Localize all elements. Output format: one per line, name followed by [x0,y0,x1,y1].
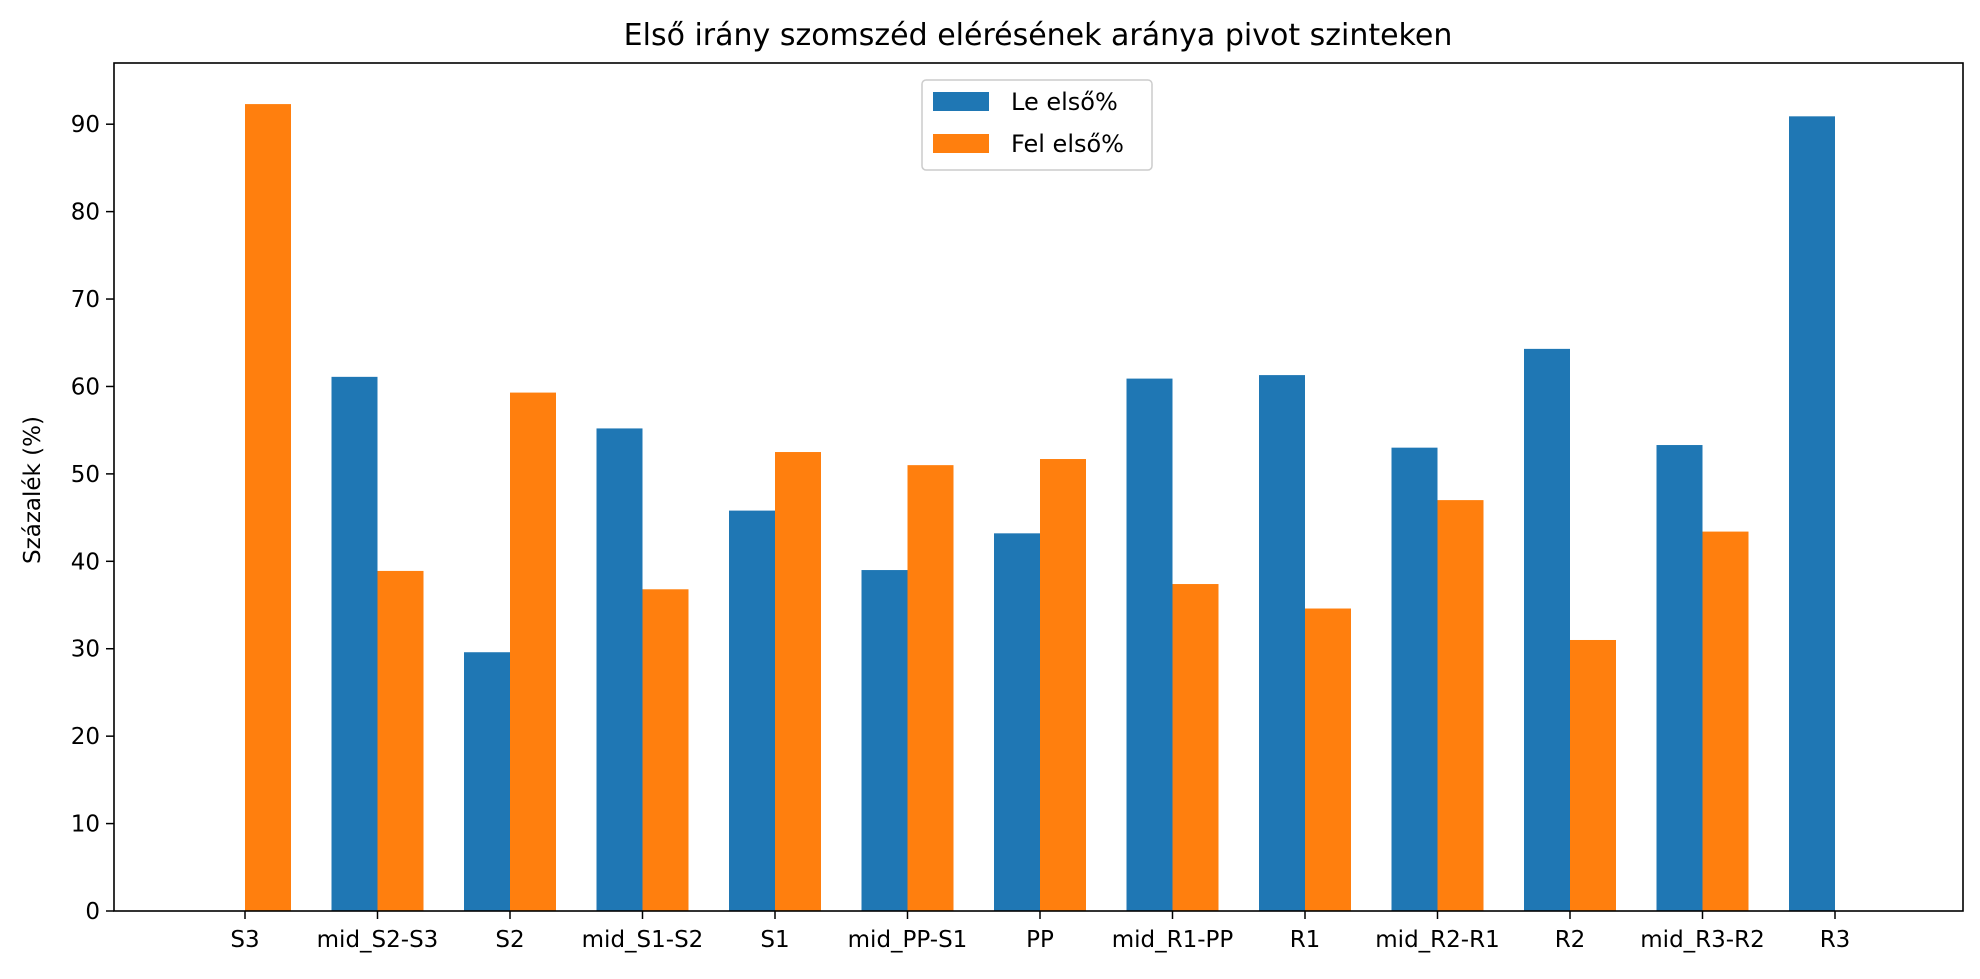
bar-fel-PP [1040,459,1086,911]
bar-fel-S1 [775,452,821,911]
y-tick-label: 80 [71,200,100,226]
bar-fel-mid_S2-S3 [377,570,424,911]
bar-le-PP [994,533,1040,911]
y-tick-label: 50 [71,462,100,488]
bar-le-mid_S2-S3 [331,376,378,911]
bar-fel-mid_PP-S1 [907,465,954,911]
bar-fel-mid_R2-R1 [1437,500,1484,911]
bar-fel-R1 [1305,608,1351,911]
bar-le-R3 [1789,116,1835,912]
x-tick-label: mid_S1-S2 [582,927,704,953]
bar-le-mid_R3-R2 [1656,445,1703,911]
x-tick-label: R1 [1290,927,1321,953]
legend-swatch-fel [933,134,989,153]
x-tick-label: mid_R3-R2 [1640,927,1764,953]
bar-le-S2 [464,652,510,911]
y-axis-label-group: Százalék (%) [20,416,46,564]
bar-fel-R2 [1570,639,1616,911]
legend-label-fel: Fel első% [1011,130,1124,158]
x-tick-label: mid_R1-PP [1112,927,1234,953]
y-ticks-group: 0 10 20 30 40 50 60 70 80 90 [71,112,114,925]
y-tick-label: 30 [71,637,100,663]
bar-fel-S2 [510,392,556,911]
y-tick-label: 90 [71,112,100,138]
x-tick-label: R2 [1555,927,1586,953]
bar-le-mid_S1-S2 [596,428,643,911]
legend-label-le: Le első% [1011,88,1118,116]
x-tick-label: mid_S2-S3 [317,927,439,953]
bar-fel-mid_S1-S2 [642,589,689,911]
legend-swatch-le [933,92,989,111]
bar-fel-mid_R1-PP [1172,584,1219,911]
x-tick-label: S3 [230,927,259,953]
y-tick-label: 40 [71,549,100,575]
bars-group [245,104,1835,912]
plot-frame [113,62,1964,912]
legend: Le első% Fel első% [921,79,1153,171]
x-tick-label: S1 [760,927,789,953]
x-tick-label: R3 [1820,927,1851,953]
x-tick-label: S2 [495,927,524,953]
y-tick-label: 60 [71,374,100,400]
x-tick-label: mid_R2-R1 [1375,927,1499,953]
x-ticks-group: S3 mid_S2-S3 S2 mid_S1-S2 S1 mid_PP-S1 PP mid_R… [230,911,1850,953]
chart-title: Első irány szomszéd elérésének aránya pi… [624,18,1453,53]
bar-fel-S3 [245,104,291,911]
bar-fel-mid_R3-R2 [1702,531,1749,911]
y-tick-label: 0 [85,899,100,925]
bar-le-R1 [1259,375,1305,911]
x-tick-label: mid_PP-S1 [848,927,968,953]
bar-le-mid_PP-S1 [861,570,908,911]
y-tick-label: 70 [71,287,100,313]
y-tick-label: 20 [71,724,100,750]
y-tick-label: 10 [71,812,100,838]
bar-le-mid_R2-R1 [1391,447,1438,911]
bar-le-S1 [729,510,775,911]
bar-le-mid_R1-PP [1126,378,1173,911]
x-tick-label: PP [1026,927,1054,953]
y-axis-label: Százalék (%) [20,416,46,564]
bar-le-R2 [1524,348,1570,911]
